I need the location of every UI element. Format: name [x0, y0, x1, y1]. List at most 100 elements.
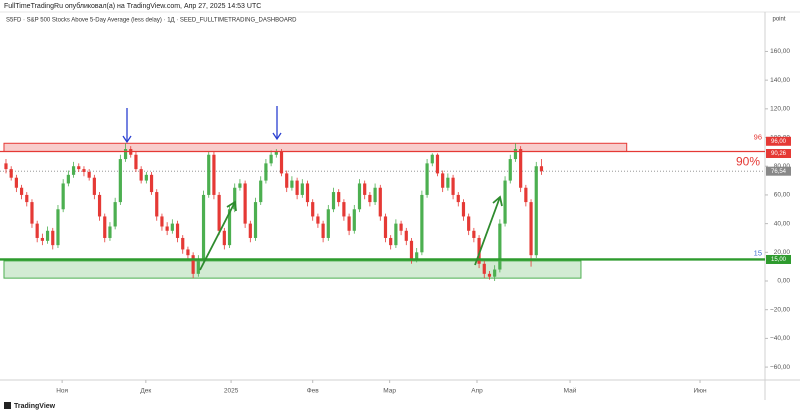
- candle-body: [201, 194, 206, 260]
- candle-body: [139, 169, 143, 181]
- candle-body: [425, 163, 429, 195]
- green-arrow: [474, 195, 503, 266]
- candle-body: [51, 230, 55, 246]
- last-price-tag: [766, 166, 791, 176]
- y-tick-label: 160,00: [770, 48, 790, 55]
- candle-body: [207, 154, 211, 195]
- candle-body: [446, 177, 450, 188]
- candle-body: [123, 149, 128, 160]
- candle-body: [92, 177, 96, 195]
- candle-body: [534, 166, 538, 256]
- zone: [3, 260, 582, 279]
- candle-body: [300, 183, 304, 195]
- candle-body: [30, 202, 34, 224]
- candle-body: [331, 192, 336, 210]
- candle-body: [513, 149, 518, 160]
- candle-body: [196, 259, 200, 274]
- candle-body: [9, 169, 13, 178]
- candle-body: [264, 163, 268, 181]
- candle-body: [357, 183, 362, 210]
- candle-body: [186, 249, 190, 256]
- candle-body: [290, 180, 294, 188]
- candle-body: [222, 230, 226, 246]
- candle-body: [368, 194, 372, 203]
- candle-body: [352, 209, 356, 231]
- level-text: 90%: [736, 155, 760, 169]
- y-tick-label: 20,00: [774, 249, 791, 256]
- candle-body: [61, 183, 65, 210]
- x-tick-label: Июн: [693, 388, 707, 395]
- y-tick-label: 120,00: [770, 106, 790, 113]
- candle-body: [321, 223, 325, 238]
- x-tick-label: 2025: [224, 388, 239, 395]
- y-tick-label: 140,00: [770, 77, 790, 84]
- level-tag-label: 15,00: [771, 257, 787, 263]
- x-tick-label: Фев: [307, 388, 320, 395]
- x-tick-label: Дек: [140, 388, 151, 395]
- candle-body: [373, 187, 377, 203]
- level-tag-label: 96,00: [771, 139, 787, 145]
- candle-body: [461, 202, 466, 217]
- candle-body: [77, 166, 81, 170]
- candle-body: [45, 230, 50, 241]
- candle-body: [342, 202, 346, 217]
- y-tick-label: −20,00: [770, 306, 790, 313]
- candle-body: [430, 154, 434, 164]
- candle-body: [243, 183, 247, 224]
- x-tick-label: Апр: [471, 388, 483, 395]
- candle-body: [165, 226, 169, 231]
- x-tick-label: Ноя: [56, 388, 68, 395]
- candle-body: [191, 255, 195, 274]
- candle-body: [378, 187, 382, 217]
- candle-body: [269, 154, 273, 164]
- candle-body: [181, 237, 185, 250]
- candle-body: [420, 194, 424, 253]
- candle-body: [456, 194, 460, 203]
- candle-body: [97, 194, 102, 217]
- candle-body: [539, 166, 544, 172]
- y-tick-label: 40,00: [774, 220, 791, 227]
- candle-body: [316, 216, 320, 224]
- candle-body: [295, 180, 299, 195]
- y-tick-label: −60,00: [770, 364, 790, 371]
- level-tag-label: 90,26: [771, 151, 787, 157]
- candle-body: [113, 202, 117, 227]
- candle-body: [170, 223, 174, 231]
- candle-body: [82, 169, 86, 172]
- candle-body: [347, 216, 351, 231]
- blue-arrow: [272, 106, 282, 141]
- candle-body: [103, 216, 107, 238]
- y-tick-label: 60,00: [774, 192, 791, 199]
- candle-body: [503, 180, 507, 224]
- candle-body: [389, 237, 393, 246]
- candle-body: [435, 154, 440, 174]
- candle-body: [482, 263, 486, 274]
- level-text: 15: [754, 248, 762, 257]
- level-text: 96: [754, 132, 762, 141]
- candle-body: [19, 187, 24, 195]
- level-tag: [766, 254, 791, 264]
- candle-body: [35, 223, 39, 238]
- candle-body: [227, 209, 232, 246]
- candle-body: [149, 174, 154, 193]
- candle-body: [175, 223, 180, 238]
- level-tag: [766, 149, 791, 159]
- candle-body: [56, 209, 60, 246]
- candle-body: [472, 230, 476, 238]
- level-tag: [766, 136, 791, 146]
- candle-body: [404, 230, 408, 241]
- candle-body: [14, 177, 18, 188]
- publisher-line: FullTimeTradingRu опубликовал(а) на Trad…: [4, 2, 261, 10]
- candle-body: [144, 174, 148, 181]
- candle-body: [217, 194, 221, 231]
- candle-body: [451, 177, 455, 195]
- candle-body: [155, 192, 159, 217]
- candle-body: [467, 216, 471, 231]
- brand-text: TradingView: [14, 403, 56, 410]
- candle-body: [25, 194, 29, 203]
- candle-body: [394, 223, 398, 246]
- candle-body: [441, 173, 445, 188]
- candle-body: [87, 171, 91, 178]
- y-tick-label: 80,00: [774, 163, 791, 170]
